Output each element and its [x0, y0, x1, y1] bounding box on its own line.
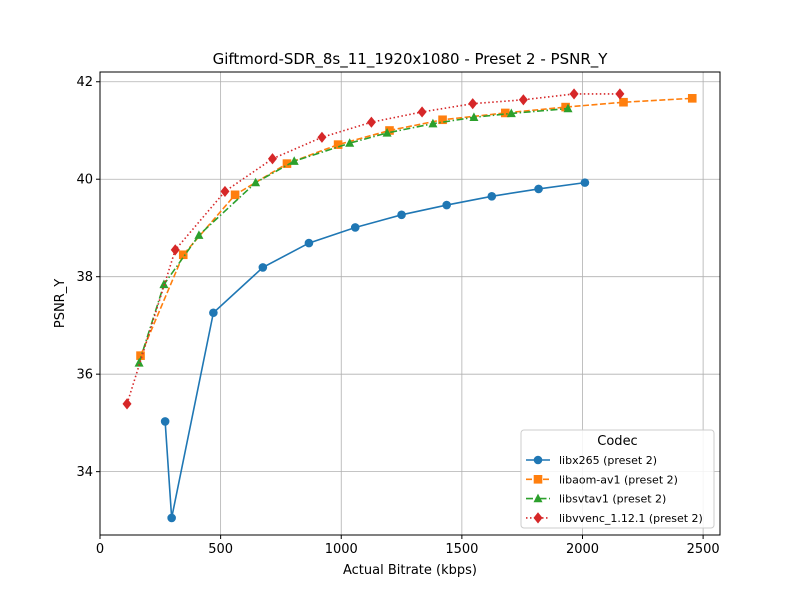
data-point	[122, 398, 132, 410]
data-point	[230, 190, 240, 200]
legend-items: libx265 (preset 2) libaom-av1 (preset 2) l…	[526, 454, 703, 525]
data-point	[687, 94, 697, 103]
x-tick-label: 2000	[566, 542, 599, 557]
data-point	[136, 351, 145, 360]
legend-title: Codec	[597, 434, 637, 449]
legend-item: libvvenc_1.12.1 (preset 2)	[526, 512, 703, 525]
data-point	[220, 185, 230, 197]
data-point	[345, 138, 355, 147]
y-tick-label: 42	[76, 75, 93, 90]
x-tick-label: 1000	[325, 542, 358, 557]
legend-label: libvvenc_1.12.1 (preset 2)	[559, 512, 703, 525]
data-point	[518, 94, 528, 106]
data-point	[615, 88, 625, 100]
legend-label: libx265 (preset 2)	[559, 454, 657, 467]
data-point	[258, 263, 268, 272]
data-point	[167, 513, 176, 523]
data-point	[506, 108, 516, 118]
data-point	[385, 126, 394, 135]
data-point	[397, 210, 406, 220]
data-point	[619, 97, 628, 107]
axes-frame	[99, 71, 721, 536]
y-tick-label: 38	[76, 270, 93, 285]
data-point	[304, 238, 314, 248]
series-4	[122, 88, 625, 410]
chart-title: Giftmord-SDR_8s_11_1920x1080 - Preset 2 …	[213, 50, 609, 69]
data-point	[417, 106, 427, 118]
data-point	[442, 200, 451, 210]
legend-marker	[533, 512, 543, 524]
data-point	[438, 115, 447, 125]
data-point	[194, 230, 204, 239]
series-1	[160, 178, 590, 523]
data-point	[333, 140, 343, 149]
data-point	[487, 191, 497, 201]
data-point	[580, 178, 590, 187]
x-axis-label: Actual Bitrate (kbps)	[343, 563, 477, 578]
data-point	[282, 159, 292, 168]
data-point	[209, 308, 218, 318]
data-point	[251, 177, 261, 187]
data-point	[350, 223, 360, 232]
data-point	[561, 102, 570, 112]
data-point	[468, 98, 478, 110]
x-tick-label: 2500	[687, 542, 720, 557]
y-tick-label: 40	[76, 173, 93, 188]
data-point	[563, 103, 573, 113]
data-point	[289, 156, 299, 165]
axis-ticks: 0 500 1000 1500 2000 2500 34 36 38 40 42	[76, 75, 719, 557]
data-point	[317, 131, 327, 143]
data-point	[159, 279, 169, 289]
x-tick-label: 0	[96, 542, 104, 557]
x-tick-label: 500	[208, 542, 233, 557]
y-tick-label: 34	[76, 465, 93, 480]
legend-label: libsvtav1 (preset 2)	[559, 493, 666, 506]
data-point	[382, 127, 392, 137]
legend: Codec libx265 (preset 2) libaom-av1 (pres…	[520, 429, 715, 529]
data-point	[569, 88, 579, 100]
grid-lines	[99, 72, 720, 535]
y-axis-label: PSNR_Y	[53, 279, 68, 328]
legend-item: libsvtav1 (preset 2)	[526, 493, 666, 506]
data-point	[170, 244, 180, 256]
data-point	[134, 358, 144, 367]
series-2	[136, 94, 697, 360]
legend-item: libx265 (preset 2)	[526, 454, 657, 467]
legend-box	[520, 429, 715, 529]
data-point	[469, 112, 479, 121]
series-3	[134, 103, 573, 367]
legend-item: libaom-av1 (preset 2)	[526, 473, 678, 486]
y-tick-label: 36	[76, 368, 93, 383]
data-point	[428, 118, 438, 128]
data-point	[178, 250, 188, 260]
legend-marker	[533, 475, 543, 484]
x-tick-label: 1500	[445, 542, 478, 557]
data-point	[160, 417, 170, 426]
data-point	[267, 153, 278, 165]
data-point	[534, 184, 543, 194]
data-point	[366, 116, 376, 128]
legend-marker	[533, 455, 543, 465]
series-layer	[122, 88, 697, 523]
data-point	[500, 108, 510, 118]
series-line	[138, 107, 569, 364]
legend-label: libaom-av1 (preset 2)	[559, 473, 678, 486]
legend-marker	[533, 493, 543, 503]
